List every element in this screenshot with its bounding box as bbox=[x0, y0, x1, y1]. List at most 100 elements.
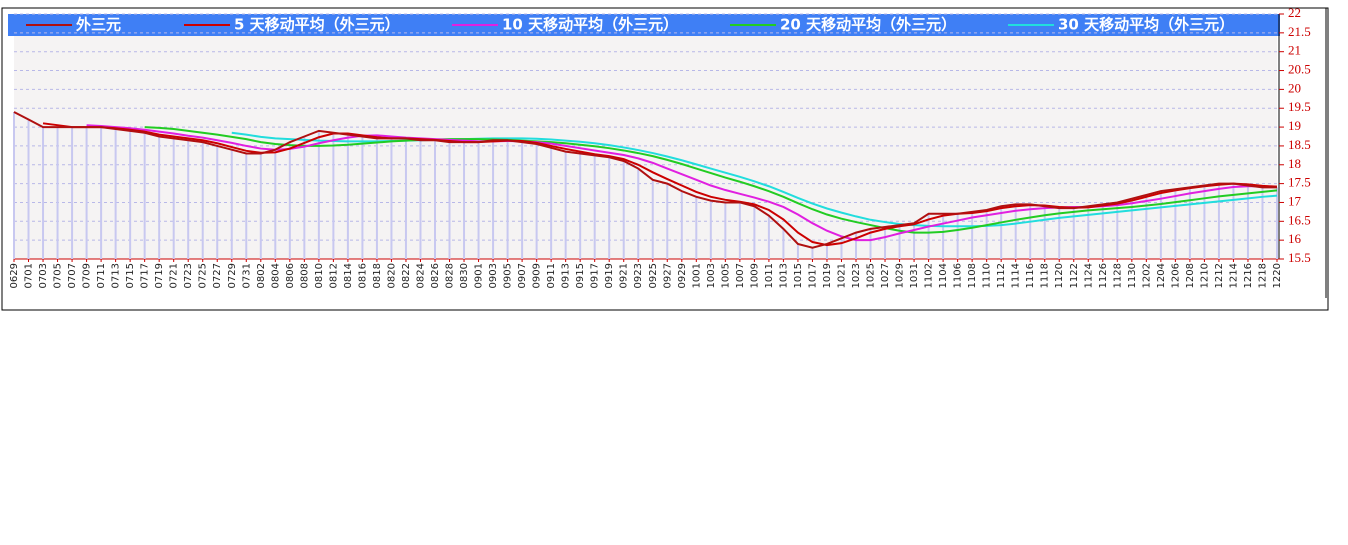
x-tick-label: 0909 bbox=[532, 263, 543, 288]
x-tick-label: 0925 bbox=[648, 263, 659, 288]
x-tick-label: 1025 bbox=[866, 263, 877, 288]
x-tick-label: 1114 bbox=[1011, 263, 1022, 288]
legend-label: 外三元 bbox=[75, 16, 121, 34]
x-tick-label: 1130 bbox=[1127, 263, 1138, 288]
x-tick-label: 0717 bbox=[140, 263, 151, 288]
x-tick-label: 0929 bbox=[677, 263, 688, 288]
x-tick-label: 1214 bbox=[1228, 263, 1239, 288]
x-tick-label: 0921 bbox=[619, 263, 630, 288]
x-tick-label: 0715 bbox=[125, 263, 136, 288]
x-tick-label: 1001 bbox=[691, 263, 702, 288]
x-tick-label: 0913 bbox=[561, 263, 572, 288]
x-tick-label: 1015 bbox=[793, 263, 804, 288]
x-tick-label: 1007 bbox=[735, 263, 746, 288]
x-tick-label: 0810 bbox=[314, 263, 325, 288]
x-tick-label: 0818 bbox=[372, 263, 383, 288]
series-line bbox=[144, 126, 1278, 234]
x-tick-label: 1003 bbox=[706, 263, 717, 288]
y-tick-label: 20 bbox=[1288, 80, 1301, 95]
x-tick-label: 0820 bbox=[386, 263, 397, 288]
y-tick-label: 19.5 bbox=[1288, 99, 1311, 114]
x-tick-label: 0719 bbox=[154, 263, 165, 288]
series-line bbox=[13, 111, 1277, 249]
x-tick-label: 0705 bbox=[53, 263, 64, 288]
x-tick-label: 1206 bbox=[1170, 263, 1181, 288]
x-tick-label: 0923 bbox=[633, 263, 644, 288]
x-tick-label: 0814 bbox=[343, 263, 354, 288]
x-tick-label: 0711 bbox=[96, 263, 107, 288]
x-tick-label: 0725 bbox=[198, 263, 209, 288]
x-tick-label: 1027 bbox=[880, 263, 891, 288]
x-tick-label: 1017 bbox=[807, 263, 818, 288]
x-tick-label: 0822 bbox=[401, 263, 412, 288]
x-tick-label: 1009 bbox=[749, 263, 760, 288]
x-tick-label: 0907 bbox=[517, 263, 528, 288]
x-tick-label: 1126 bbox=[1098, 263, 1109, 288]
x-tick-label: 1120 bbox=[1054, 263, 1065, 288]
y-tick-label: 19 bbox=[1288, 118, 1301, 133]
x-tick-label: 1108 bbox=[967, 263, 978, 288]
x-tick-label: 1106 bbox=[953, 263, 964, 288]
y-tick-label: 17.5 bbox=[1288, 175, 1311, 190]
y-tick-label: 18.5 bbox=[1288, 137, 1311, 152]
y-tick-label: 15.5 bbox=[1288, 250, 1311, 265]
x-tick-label: 0826 bbox=[430, 263, 441, 288]
x-tick-label: 0709 bbox=[82, 263, 93, 288]
y-tick-label: 21.5 bbox=[1288, 24, 1311, 39]
x-tick-label: 1112 bbox=[996, 263, 1007, 288]
x-tick-label: 0905 bbox=[503, 263, 514, 288]
x-tick-label: 1110 bbox=[982, 263, 993, 288]
x-tick-label: 0917 bbox=[590, 263, 601, 288]
legend-label: 20 天移动平均（外三元） bbox=[780, 16, 956, 34]
x-tick-label: 0901 bbox=[474, 263, 485, 288]
y-tick-label: 18 bbox=[1288, 156, 1301, 171]
x-tick-label: 1210 bbox=[1199, 263, 1210, 288]
x-tick-label: 1011 bbox=[764, 263, 775, 288]
x-tick-label: 1102 bbox=[924, 263, 935, 288]
x-tick-label: 1204 bbox=[1156, 263, 1167, 288]
x-tick-label: 0816 bbox=[357, 263, 368, 288]
x-tick-label: 1019 bbox=[822, 263, 833, 288]
x-tick-label: 1124 bbox=[1083, 263, 1094, 288]
x-tick-label: 1023 bbox=[851, 263, 862, 288]
x-tick-label: 1116 bbox=[1025, 263, 1036, 288]
x-tick-label: 0707 bbox=[67, 263, 78, 288]
x-tick-label: 1031 bbox=[909, 263, 920, 288]
y-tick-label: 22 bbox=[1288, 5, 1301, 20]
x-tick-label: 0812 bbox=[328, 263, 339, 288]
x-tick-label: 1220 bbox=[1272, 263, 1283, 288]
y-tick-label: 16 bbox=[1288, 231, 1302, 246]
x-tick-label: 0927 bbox=[662, 263, 673, 288]
x-tick-label: 1122 bbox=[1069, 263, 1080, 288]
x-tick-label: 0731 bbox=[241, 263, 252, 288]
y-tick-label: 16.5 bbox=[1288, 212, 1311, 227]
y-tick-label: 20.5 bbox=[1288, 62, 1311, 77]
legend-label: 10 天移动平均（外三元） bbox=[502, 16, 678, 34]
x-tick-label: 1005 bbox=[720, 263, 731, 288]
x-tick-label: 0828 bbox=[445, 263, 456, 288]
legend-label: 30 天移动平均（外三元） bbox=[1058, 16, 1234, 34]
x-tick-label: 0804 bbox=[270, 263, 281, 288]
x-tick-label: 0919 bbox=[604, 263, 615, 288]
x-tick-label: 1128 bbox=[1112, 263, 1123, 288]
x-tick-label: 1202 bbox=[1141, 263, 1152, 288]
x-tick-label: 0830 bbox=[459, 263, 470, 288]
x-tick-label: 0824 bbox=[415, 263, 426, 288]
y-tick-label: 21 bbox=[1288, 43, 1301, 58]
x-tick-label: 0808 bbox=[299, 263, 310, 288]
x-tick-label: 0701 bbox=[24, 263, 35, 288]
x-tick-label: 1029 bbox=[895, 263, 906, 288]
x-tick-label: 0723 bbox=[183, 263, 194, 288]
x-tick-label: 0703 bbox=[38, 263, 49, 288]
x-tick-label: 0721 bbox=[169, 263, 180, 288]
x-tick-label: 0713 bbox=[111, 263, 122, 288]
x-tick-label: 0903 bbox=[488, 263, 499, 288]
x-tick-label: 0806 bbox=[285, 263, 296, 288]
x-tick-label: 1212 bbox=[1214, 263, 1225, 288]
x-tick-label: 0911 bbox=[546, 263, 557, 288]
x-tick-label: 0915 bbox=[575, 263, 586, 288]
x-tick-label: 1021 bbox=[836, 263, 847, 288]
x-tick-label: 0727 bbox=[212, 263, 223, 288]
x-tick-label: 1013 bbox=[778, 263, 789, 288]
x-tick-label: 1118 bbox=[1040, 263, 1051, 288]
